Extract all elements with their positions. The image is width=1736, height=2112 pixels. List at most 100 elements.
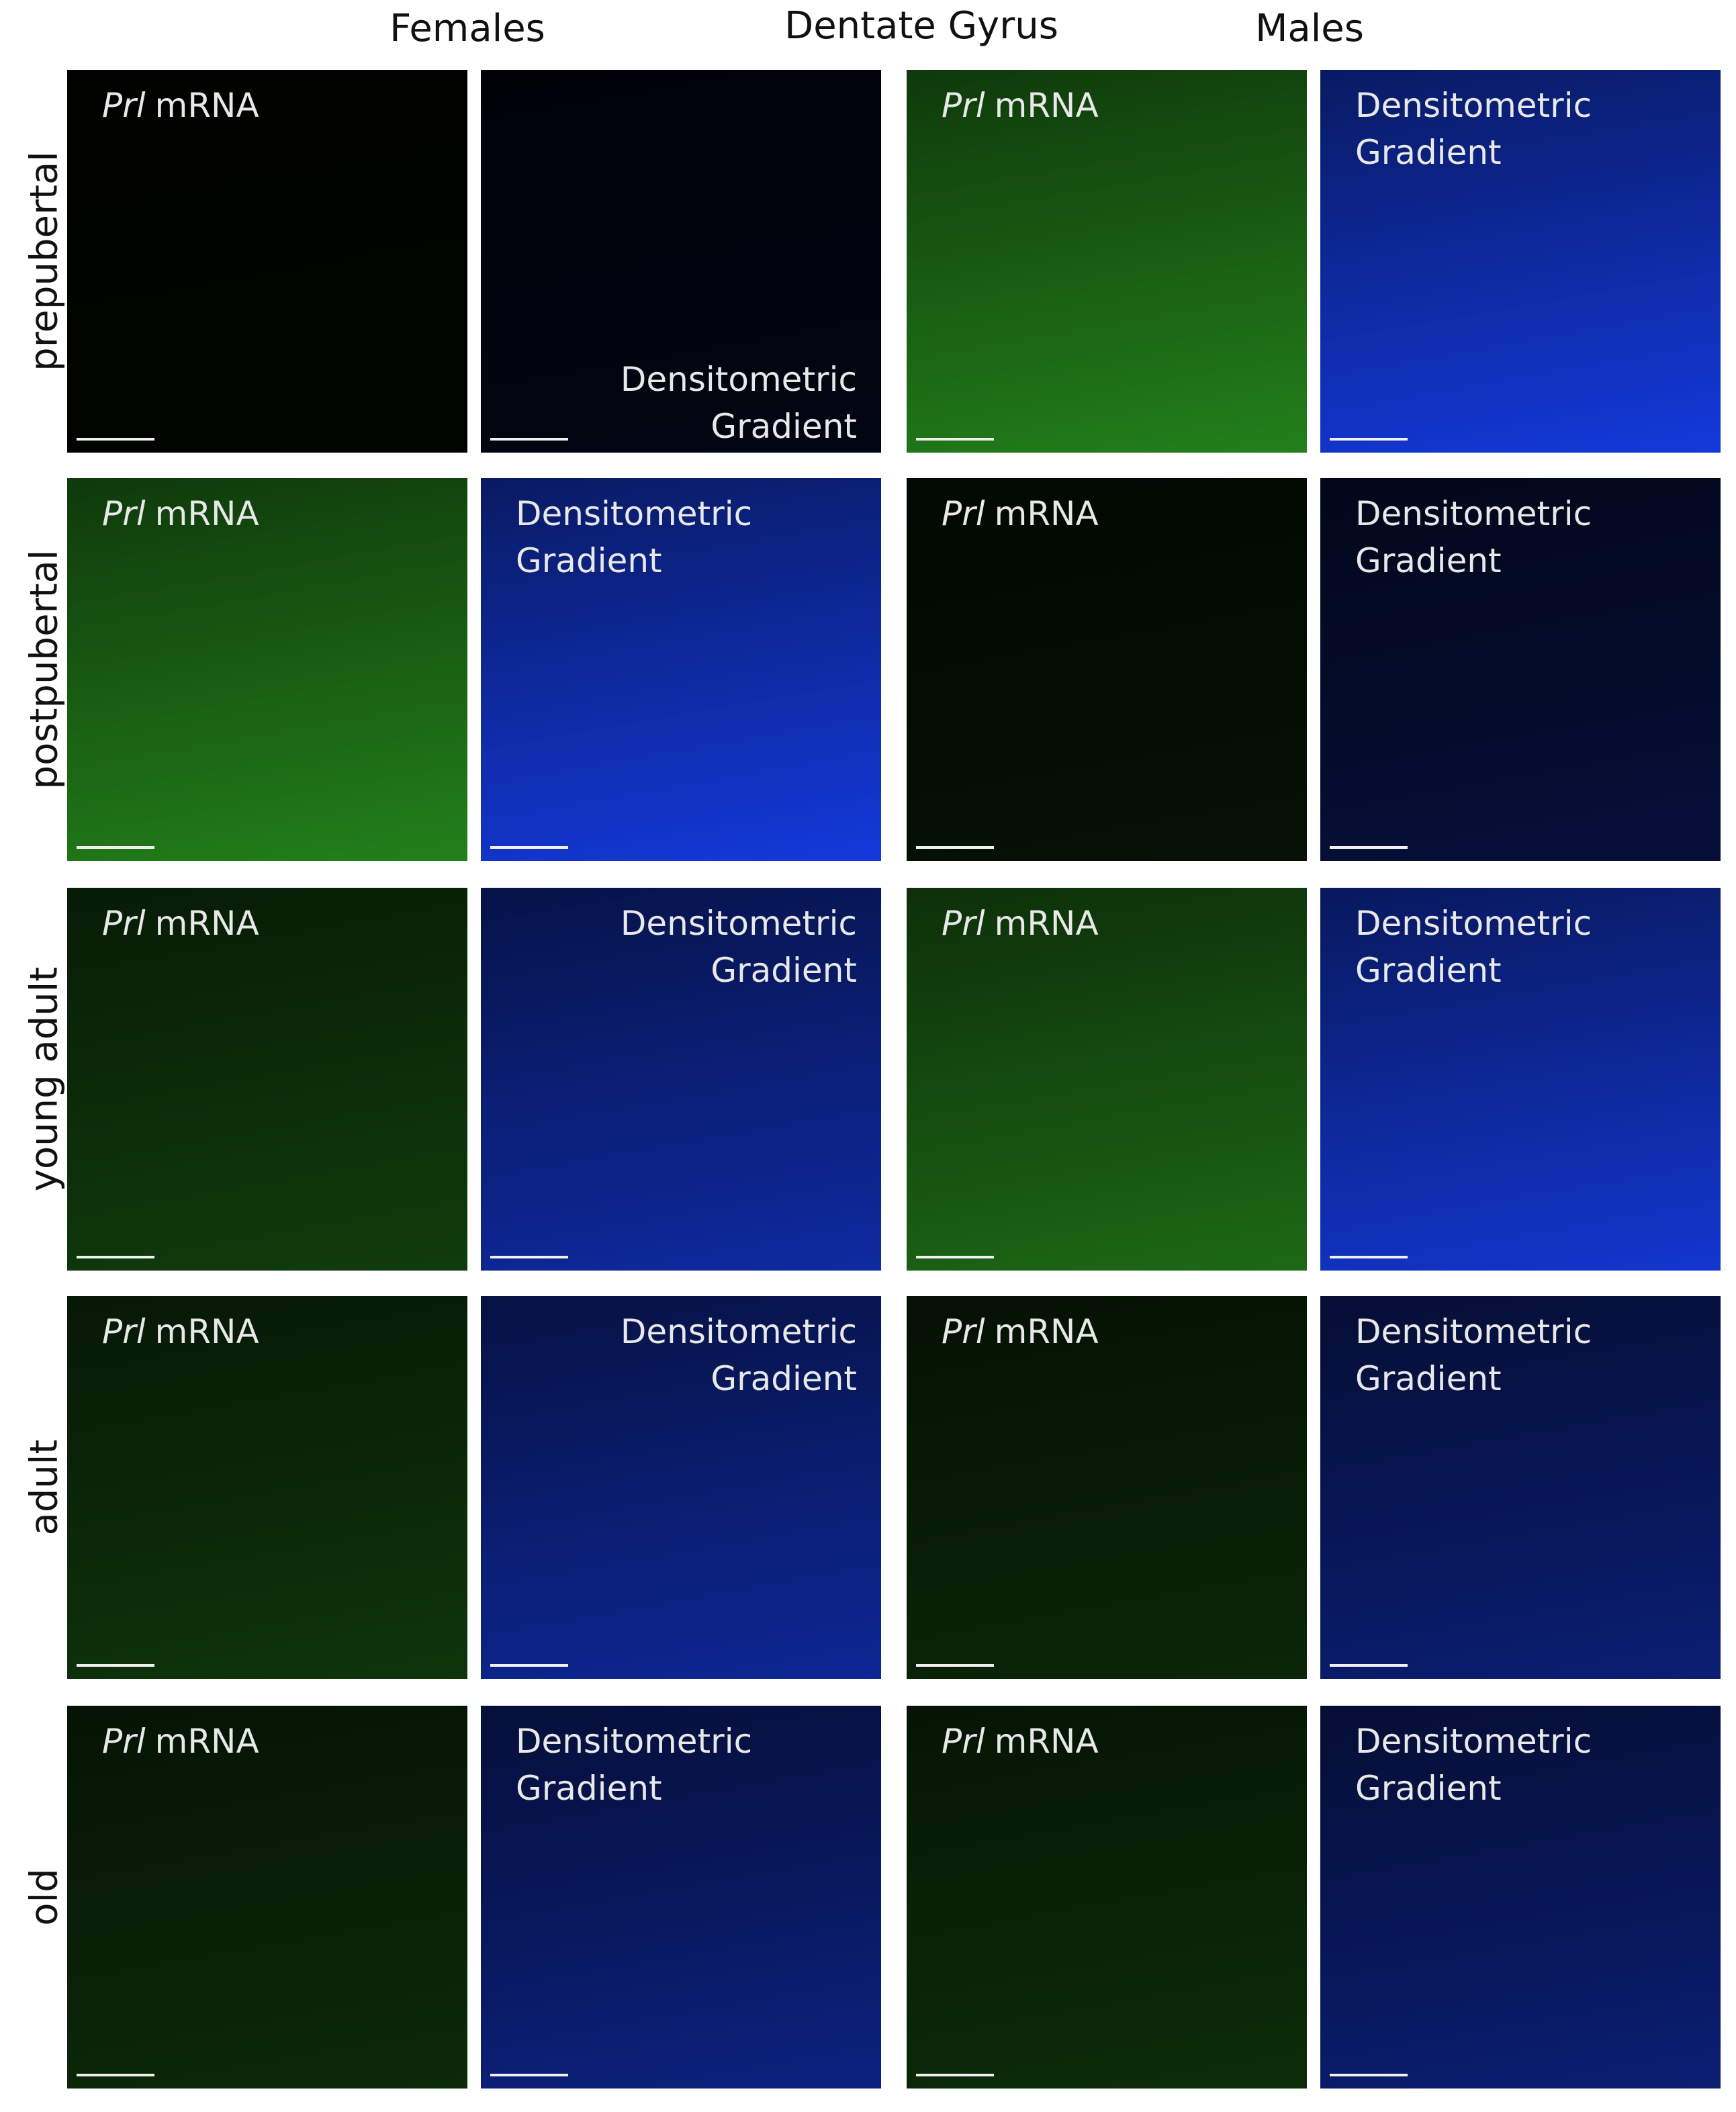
label-line: Densitometric: [1355, 1722, 1592, 1761]
label-line: Gradient: [516, 541, 662, 580]
image-panel: Prl mRNA: [67, 1296, 467, 1679]
image-panel: Densitometric Gradient: [1320, 1706, 1721, 2088]
label-line: Densitometric: [1355, 86, 1592, 125]
label-text: mRNA: [994, 86, 1099, 125]
image-panel: Prl mRNA: [907, 888, 1307, 1271]
image-panel: Prl mRNA: [907, 1706, 1307, 2088]
label-line: Gradient: [711, 1359, 857, 1398]
label-text: mRNA: [994, 1722, 1099, 1761]
label-text: mRNA: [154, 1722, 259, 1761]
image-panel: Prl mRNA: [907, 70, 1307, 453]
image-panel: Densitometric Gradient: [1320, 70, 1721, 453]
row-label: prepubertal: [22, 151, 66, 371]
scale-bar: [1330, 438, 1408, 441]
scale-bar: [490, 1256, 568, 1258]
scale-bar: [490, 2074, 568, 2076]
image-panel: Densitometric Gradient: [1320, 478, 1721, 861]
label-line: Gradient: [1355, 1769, 1502, 1808]
scale-bar: [1330, 1256, 1408, 1258]
image-panel: Densitometric Gradient: [481, 478, 881, 861]
label-line: Densitometric: [620, 904, 857, 943]
label-line: Densitometric: [1355, 494, 1592, 533]
label-text: mRNA: [994, 904, 1099, 943]
label-line: Densitometric: [620, 1312, 857, 1351]
label-line: Densitometric: [516, 494, 753, 533]
panel-label: Prl mRNA: [942, 490, 1099, 537]
panel-label: Densitometric Gradient: [1355, 1718, 1592, 1812]
panel-label: Prl mRNA: [942, 1308, 1099, 1355]
scale-bar: [77, 846, 154, 849]
panel-label: Prl mRNA: [102, 82, 259, 129]
scale-bar: [77, 2074, 154, 2076]
image-panel: Prl mRNA: [907, 1296, 1307, 1679]
image-panel: Prl mRNA: [67, 70, 467, 453]
panel-label: Densitometric Gradient: [516, 490, 752, 584]
image-panel: Densitometric Gradient: [481, 888, 881, 1271]
image-panel: Prl mRNA: [907, 478, 1307, 861]
image-panel: Densitometric Gradient: [481, 1706, 881, 2088]
scale-bar: [916, 846, 994, 849]
panel-label: Densitometric Gradient: [621, 1308, 857, 1402]
label-text: mRNA: [994, 494, 1099, 533]
image-panel: Prl mRNA: [67, 1706, 467, 2088]
gene-name: Prl: [942, 86, 985, 125]
panel-label: Densitometric Gradient: [1355, 900, 1592, 994]
label-line: Gradient: [1355, 133, 1502, 172]
panel-label: Prl mRNA: [102, 1718, 259, 1765]
panel-label: Densitometric Gradient: [621, 900, 857, 994]
label-line: Densitometric: [1355, 1312, 1592, 1351]
gene-name: Prl: [942, 1722, 985, 1761]
label-line: Densitometric: [620, 360, 857, 399]
column-header: Males: [1255, 7, 1364, 50]
scale-bar: [490, 1664, 568, 1667]
label-text: mRNA: [154, 904, 259, 943]
label-line: Densitometric: [1355, 904, 1592, 943]
scale-bar: [916, 438, 994, 441]
row-label: old: [22, 1868, 66, 1926]
image-panel: Densitometric Gradient: [481, 1296, 881, 1679]
label-text: mRNA: [154, 86, 259, 125]
gene-name: Prl: [942, 494, 985, 533]
scale-bar: [916, 2074, 994, 2076]
panel-label: Prl mRNA: [942, 900, 1099, 947]
label-line: Gradient: [516, 1769, 662, 1808]
figure-title: Dentate Gyrus: [784, 4, 1058, 48]
label-line: Gradient: [1355, 1359, 1502, 1398]
scale-bar: [916, 1256, 994, 1258]
scale-bar: [916, 1664, 994, 1667]
label-text: mRNA: [154, 494, 259, 533]
label-text: mRNA: [994, 1312, 1099, 1351]
row-label: adult: [22, 1439, 66, 1536]
gene-name: Prl: [942, 904, 985, 943]
gene-name: Prl: [942, 1312, 985, 1351]
label-line: Gradient: [1355, 541, 1502, 580]
gene-name: Prl: [102, 494, 146, 533]
panel-label: Densitometric Gradient: [1355, 490, 1592, 584]
label-line: Densitometric: [516, 1722, 753, 1761]
scale-bar: [1330, 846, 1408, 849]
image-panel: Densitometric Gradient: [1320, 888, 1721, 1271]
gene-name: Prl: [102, 1312, 146, 1351]
panel-label: Prl mRNA: [102, 900, 259, 947]
image-panel: Densitometric Gradient: [1320, 1296, 1721, 1679]
scale-bar: [1330, 1664, 1408, 1667]
label-line: Gradient: [711, 407, 857, 446]
scale-bar: [77, 438, 154, 441]
row-label: postpubertal: [22, 549, 66, 790]
panel-label: Densitometric Gradient: [621, 356, 857, 450]
column-header: Females: [390, 7, 545, 50]
label-line: Gradient: [1355, 951, 1502, 990]
panel-label: Prl mRNA: [942, 82, 1099, 129]
label-line: Gradient: [711, 951, 857, 990]
panel-label: Prl mRNA: [942, 1718, 1099, 1765]
image-panel: Prl mRNA: [67, 888, 467, 1271]
panel-label: Densitometric Gradient: [1355, 1308, 1592, 1402]
gene-name: Prl: [102, 86, 146, 125]
scale-bar: [1330, 2074, 1408, 2076]
scale-bar: [77, 1256, 154, 1258]
scale-bar: [490, 438, 568, 441]
panel-label: Prl mRNA: [102, 1308, 259, 1355]
image-panel: Prl mRNA: [67, 478, 467, 861]
panel-label: Densitometric Gradient: [516, 1718, 752, 1812]
